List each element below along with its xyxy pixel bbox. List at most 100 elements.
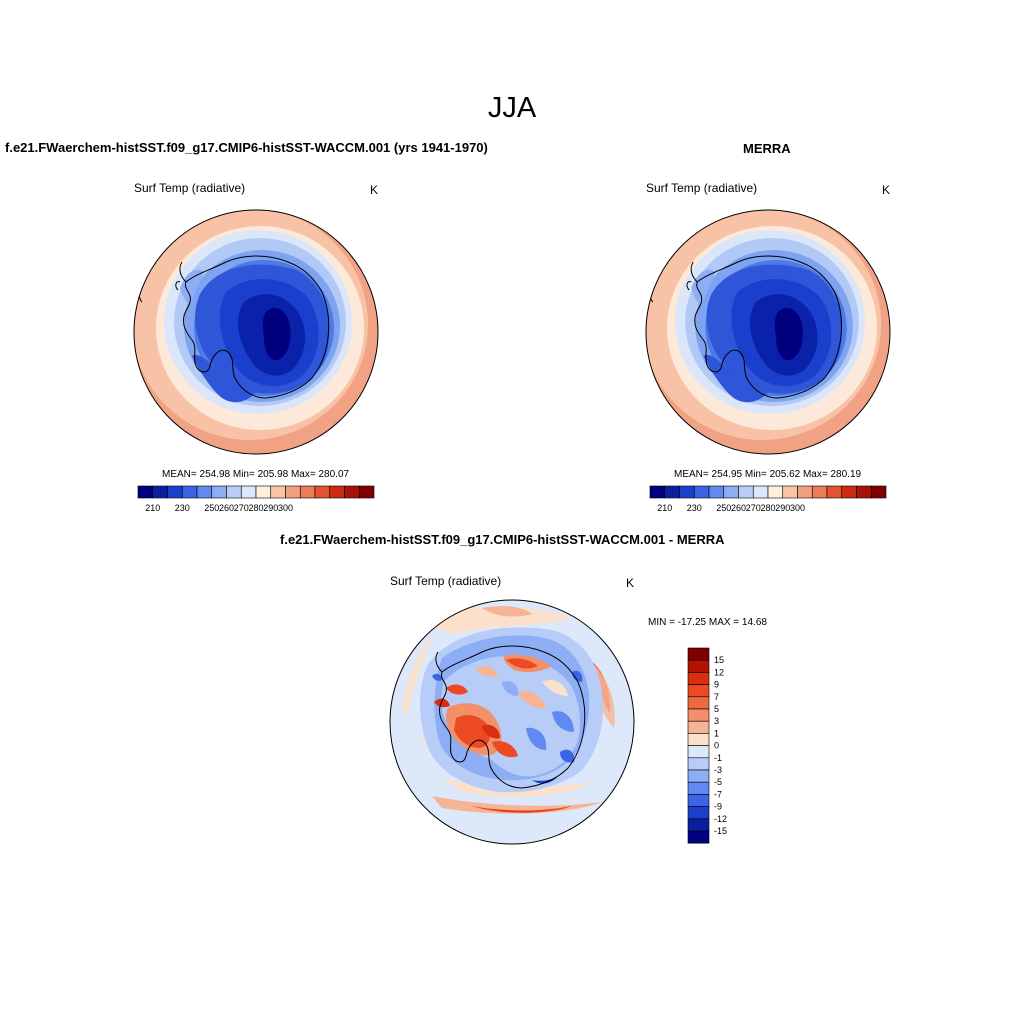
model-map-border: [133, 209, 379, 455]
obs-variable-label: Surf Temp (radiative): [646, 181, 758, 195]
model-colorbar-box: [329, 485, 345, 499]
figure-title: JJA: [487, 92, 537, 124]
model-colorbar-box: [152, 485, 168, 499]
model-colorbar-box: [299, 485, 316, 499]
model-colorbar-box: [167, 485, 183, 499]
diff-colorbar-box: [687, 708, 710, 722]
model-colorbar-box: [226, 485, 242, 499]
model-variable-label: Surf Temp (radiative): [134, 181, 246, 195]
diff-colorbar: 15 12 9 7 5 3 1 0 -1 -3 -5 -7 -9 -12 -15: [687, 647, 727, 844]
model-colorbar-box: [211, 485, 227, 499]
obs-colorbar-tick: 290: [775, 503, 790, 513]
diff-colorbar-box: [687, 672, 710, 685]
model-colorbar-box: [358, 485, 375, 499]
diff-colorbar-tick: 0: [714, 741, 719, 751]
obs-colorbar-tick: 210: [657, 503, 672, 513]
diff-colorbar-box: [687, 745, 710, 759]
obs-colorbar-box: [870, 485, 887, 499]
obs-colorbar-box: [664, 485, 680, 499]
obs-colorbar-tick: 260: [731, 503, 746, 513]
diff-panel-title: f.e21.FWaerchem-histSST.f09_g17.CMIP6-hi…: [280, 532, 725, 547]
diff-colorbar-tick: 9: [714, 680, 719, 690]
obs-colorbar-box: [708, 485, 725, 499]
obs-colorbar-box: [738, 485, 754, 499]
diff-colorbar-box: [687, 720, 710, 734]
model-colorbar-tick: 250: [204, 503, 219, 513]
obs-colorbar-box: [797, 485, 813, 499]
diff-colorbar-box: [687, 781, 710, 795]
diff-colorbar-box: [687, 806, 710, 820]
model-colorbar-tick: 210: [145, 503, 160, 513]
obs-colorbar-box: [782, 485, 798, 499]
model-colorbar-box: [255, 485, 272, 499]
model-colorbar-tick: 290: [263, 503, 278, 513]
model-colorbar-box: [137, 485, 154, 499]
diff-colorbar-tick: 1: [714, 728, 719, 738]
model-colorbar-box: [285, 485, 301, 499]
diff-colorbar-box: [687, 818, 710, 832]
obs-colorbar-box: [826, 485, 843, 499]
obs-colorbar-tick: 250: [716, 503, 731, 513]
obs-colorbar-box: [723, 485, 739, 499]
diff-units-label: K: [626, 576, 635, 590]
diff-map-border: [389, 599, 635, 845]
diff-colorbar-tick: -7: [714, 789, 722, 799]
model-map-field: [134, 210, 378, 454]
obs-colorbar-box: [752, 485, 769, 499]
model-units-label: K: [370, 183, 379, 197]
diff-colorbar-tick: 5: [714, 704, 719, 714]
model-colorbar-tick: 230: [175, 503, 190, 513]
diff-colorbar-box: [687, 659, 710, 673]
model-colorbar-tick: 260: [219, 503, 234, 513]
model-colorbar-tick: 280: [248, 503, 263, 513]
diff-colorbar-tick: 12: [714, 667, 724, 677]
obs-colorbar-tick: 270: [746, 503, 761, 513]
model-colorbar-box: [344, 485, 360, 499]
model-colorbar-box: [181, 485, 198, 499]
model-panel-title: f.e21.FWaerchem-histSST.f09_g17.CMIP6-hi…: [5, 140, 488, 155]
diff-colorbar-box: [687, 769, 710, 783]
obs-colorbar: 210 230 250 260 270 280 290 300: [649, 485, 887, 513]
diff-colorbar-box: [687, 757, 710, 771]
model-colorbar-box: [240, 485, 257, 499]
obs-colorbar-box: [679, 485, 695, 499]
obs-colorbar-box: [811, 485, 828, 499]
diff-colorbar-tick: -1: [714, 753, 722, 763]
diff-colorbar-box: [687, 684, 710, 698]
model-colorbar-box: [270, 485, 286, 499]
diff-colorbar-box: [687, 794, 710, 807]
model-colorbar-box: [196, 485, 213, 499]
obs-colorbar-tick: 230: [687, 503, 702, 513]
model-colorbar: 210 230 250 260 270 280 290 300: [137, 485, 375, 513]
obs-colorbar-box: [693, 485, 710, 499]
diff-map-field: [390, 600, 634, 844]
diff-colorbar-tick: -3: [714, 765, 722, 775]
diff-colorbar-box: [687, 830, 710, 844]
diff-variable-label: Surf Temp (radiative): [390, 574, 502, 588]
model-colorbar-box: [314, 485, 331, 499]
diff-colorbar-tick: -9: [714, 802, 722, 812]
diff-colorbar-tick: -12: [714, 814, 727, 824]
obs-map-border: [645, 209, 891, 455]
model-colorbar-tick: 270: [234, 503, 249, 513]
obs-colorbar-box: [841, 485, 857, 499]
diff-colorbar-box: [687, 696, 710, 710]
obs-stats: MEAN= 254.95 Min= 205.62 Max= 280.19: [674, 469, 862, 480]
diff-colorbar-tick: 3: [714, 716, 719, 726]
obs-colorbar-box: [856, 485, 872, 499]
obs-colorbar-tick: 300: [790, 503, 805, 513]
diff-stats: MIN = -17.25 MAX = 14.68: [648, 617, 767, 628]
diff-colorbar-box: [687, 647, 710, 661]
obs-units-label: K: [882, 183, 891, 197]
obs-map-field: [646, 210, 890, 454]
diff-colorbar-tick: -5: [714, 777, 722, 787]
obs-panel-title: MERRA: [743, 141, 791, 156]
obs-colorbar-box: [767, 485, 784, 499]
diff-colorbar-tick: 7: [714, 692, 719, 702]
diff-colorbar-box: [687, 733, 710, 746]
model-colorbar-tick: 300: [278, 503, 293, 513]
obs-colorbar-tick: 280: [760, 503, 775, 513]
obs-colorbar-box: [649, 485, 666, 499]
diff-colorbar-tick: -15: [714, 826, 727, 836]
